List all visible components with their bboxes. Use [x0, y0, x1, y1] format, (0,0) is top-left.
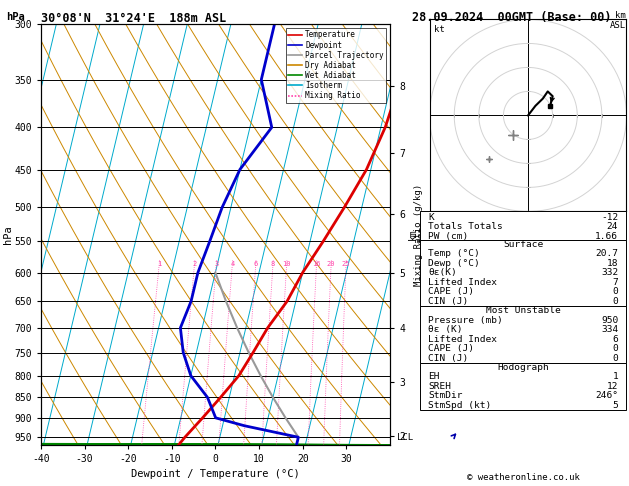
Bar: [420, 211, 626, 240]
Text: 30°08'N  31°24'E  188m ASL: 30°08'N 31°24'E 188m ASL: [41, 12, 226, 25]
Text: θε(K): θε(K): [428, 268, 457, 278]
Text: 3: 3: [214, 260, 218, 266]
Y-axis label: km
ASL: km ASL: [408, 226, 429, 243]
Text: θε (K): θε (K): [428, 325, 463, 334]
Text: 6: 6: [613, 335, 618, 344]
Text: 1.66: 1.66: [595, 231, 618, 241]
Text: Most Unstable: Most Unstable: [486, 306, 560, 315]
Text: 246°: 246°: [595, 391, 618, 400]
Text: CAPE (J): CAPE (J): [428, 287, 474, 296]
Text: CIN (J): CIN (J): [428, 297, 469, 306]
Text: Temp (°C): Temp (°C): [428, 249, 480, 259]
Text: StmSpd (kt): StmSpd (kt): [428, 401, 492, 410]
Text: 8: 8: [271, 260, 275, 266]
Text: 20: 20: [327, 260, 335, 266]
Text: 2: 2: [192, 260, 197, 266]
Text: Lifted Index: Lifted Index: [428, 278, 498, 287]
Text: 0: 0: [613, 287, 618, 296]
Text: Dewp (°C): Dewp (°C): [428, 259, 480, 268]
Text: 1: 1: [613, 372, 618, 382]
Text: 0: 0: [613, 344, 618, 353]
Text: © weatheronline.co.uk: © weatheronline.co.uk: [467, 473, 580, 482]
Text: 5: 5: [613, 401, 618, 410]
Bar: [420, 240, 626, 306]
Text: 7: 7: [613, 278, 618, 287]
X-axis label: Dewpoint / Temperature (°C): Dewpoint / Temperature (°C): [131, 469, 300, 479]
Text: SREH: SREH: [428, 382, 452, 391]
Text: 16: 16: [313, 260, 321, 266]
Text: Surface: Surface: [503, 240, 543, 249]
Text: 28.09.2024  00GMT (Base: 00): 28.09.2024 00GMT (Base: 00): [412, 11, 611, 24]
Text: Pressure (mb): Pressure (mb): [428, 316, 503, 325]
Text: 334: 334: [601, 325, 618, 334]
Text: Lifted Index: Lifted Index: [428, 335, 498, 344]
Bar: [420, 306, 626, 363]
Text: CIN (J): CIN (J): [428, 353, 469, 363]
Text: -12: -12: [601, 212, 618, 222]
Text: 4: 4: [230, 260, 235, 266]
Text: 1: 1: [157, 260, 162, 266]
Text: 12: 12: [607, 382, 618, 391]
Text: km
ASL: km ASL: [610, 11, 626, 30]
Text: hPa: hPa: [6, 12, 25, 22]
Text: 24: 24: [607, 222, 618, 231]
Text: 18: 18: [607, 259, 618, 268]
Text: Hodograph: Hodograph: [498, 363, 549, 372]
Legend: Temperature, Dewpoint, Parcel Trajectory, Dry Adiabat, Wet Adiabat, Isotherm, Mi: Temperature, Dewpoint, Parcel Trajectory…: [286, 28, 386, 103]
Text: CAPE (J): CAPE (J): [428, 344, 474, 353]
Text: K: K: [428, 212, 434, 222]
Y-axis label: hPa: hPa: [3, 225, 13, 244]
Text: 20.7: 20.7: [595, 249, 618, 259]
Text: 332: 332: [601, 268, 618, 278]
Text: EH: EH: [428, 372, 440, 382]
Text: Totals Totals: Totals Totals: [428, 222, 503, 231]
Text: 6: 6: [253, 260, 258, 266]
Text: PW (cm): PW (cm): [428, 231, 469, 241]
Text: kt: kt: [433, 25, 444, 34]
Text: 10: 10: [282, 260, 291, 266]
Text: 950: 950: [601, 316, 618, 325]
Text: LCL: LCL: [397, 433, 413, 442]
Text: StmDir: StmDir: [428, 391, 463, 400]
Text: 25: 25: [342, 260, 350, 266]
Text: Mixing Ratio (g/kg): Mixing Ratio (g/kg): [414, 183, 423, 286]
Bar: [420, 363, 626, 410]
Text: 0: 0: [613, 353, 618, 363]
Text: 0: 0: [613, 297, 618, 306]
